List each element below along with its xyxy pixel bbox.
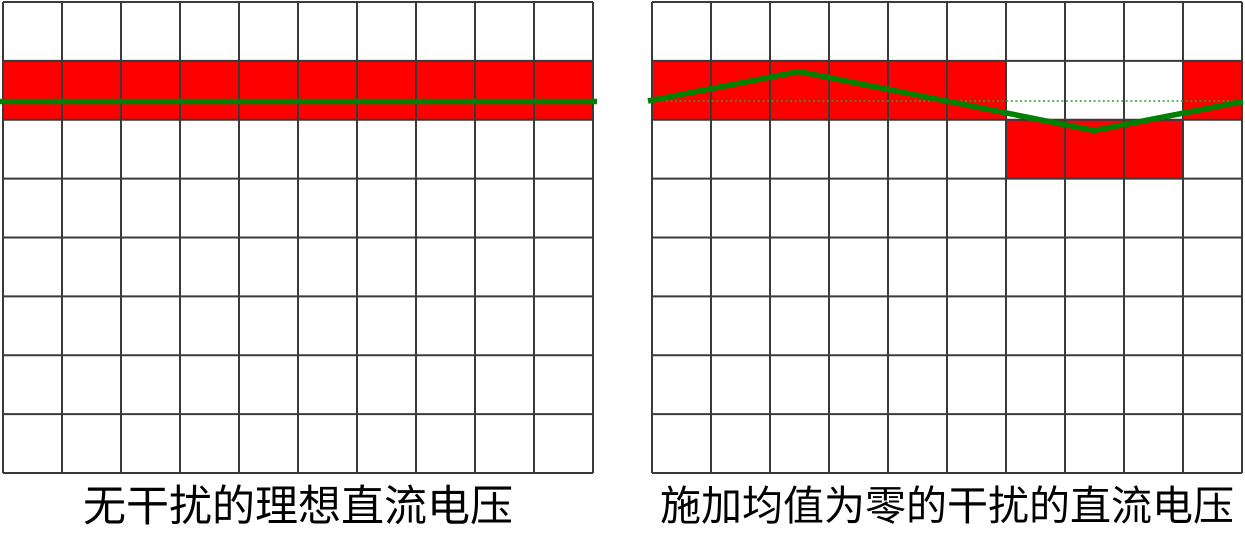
panel-disturbed-dc: 施加均值为零的干扰的直流电压 xyxy=(620,0,1245,545)
caption-disturbed-dc: 施加均值为零的干扰的直流电压 xyxy=(660,483,1234,529)
voltage-signal-line xyxy=(647,68,1244,134)
grid-lines xyxy=(651,1,1243,474)
panel-ideal-dc: 无干扰的理想直流电压 xyxy=(0,0,620,545)
graticule-ideal-dc xyxy=(0,1,597,474)
graticule-disturbed-dc xyxy=(647,1,1244,474)
grid-lines xyxy=(2,1,594,474)
caption-ideal-dc: 无干扰的理想直流电压 xyxy=(83,484,513,531)
